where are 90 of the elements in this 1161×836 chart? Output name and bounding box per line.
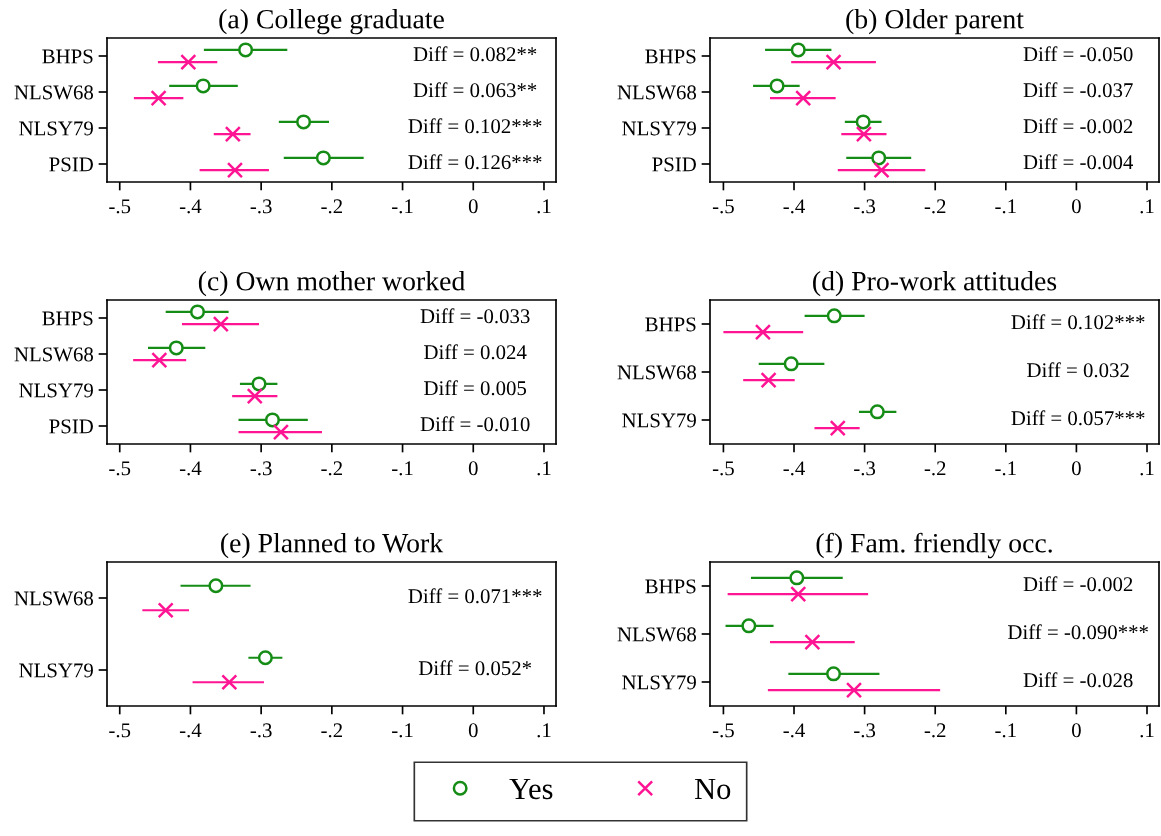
annotation: Diff = 0.102*** [1011,314,1145,330]
annotation: Diff = 0.126*** [408,154,542,170]
x-tick-label: .1 [537,461,551,476]
legend-label: Yes [509,778,553,800]
chart-title: (d) Pro-work attitudes [813,271,1057,297]
x-tick-label: .1 [1140,461,1154,476]
x-tick-label: -.5 [712,723,734,738]
annotation: Diff = 0.071*** [408,588,542,604]
annotation: Diff = 0.063** [413,82,537,98]
x-tick-label: 0 [468,199,478,214]
x-tick-label: -.5 [109,461,131,476]
y-tick-label: NLSW68 [617,627,697,642]
x-tick-label: 0 [1071,461,1081,476]
annotation: Diff = -0.002 [1023,118,1133,134]
chart-title: (b) Older parent [846,9,1024,35]
x-tick-label: -.5 [712,199,734,214]
y-tick-label: NLSY79 [19,121,93,136]
x-tick-label: -.1 [995,461,1016,476]
x-tick-label: -.1 [995,723,1016,738]
x-tick-label: -.2 [321,723,342,738]
x-tick-label: -.4 [783,199,805,214]
x-tick-label: -.3 [854,723,876,738]
y-tick-label: NLSW68 [14,591,94,606]
x-tick-label: -.5 [109,723,131,738]
y-tick-label: PSID [49,419,93,434]
x-tick-label: 0 [468,723,478,738]
y-tick-label: NLSW68 [14,85,94,100]
y-tick-label: NLSY79 [622,413,696,428]
y-tick-label: BHPS [42,311,93,326]
annotation: Diff = -0.050 [1023,46,1133,62]
chart-title: (e) Planned to Work [221,533,444,559]
x-tick-label: -.3 [250,461,272,476]
x-tick-label: -.1 [392,199,413,214]
y-tick-label: BHPS [645,49,696,64]
annotation: Diff = -0.033 [420,308,530,324]
annotation: Diff = 0.005 [424,380,527,396]
annotation: Diff = 0.102*** [408,118,542,134]
y-tick-label: BHPS [645,317,696,332]
annotation: Diff = -0.002 [1023,576,1133,592]
x-tick-label: -.2 [924,199,946,214]
x-tick-label: -.3 [250,723,272,738]
x-tick-label: 0 [1071,723,1081,738]
y-tick-label: PSID [49,157,93,172]
x-tick-label: -.1 [995,199,1016,214]
y-tick-label: NLSY79 [622,675,696,690]
chart-title: (c) Own mother worked [198,271,465,297]
x-tick-label: -.1 [392,461,413,476]
x-tick-label: -.2 [321,199,342,214]
y-tick-label: NLSW68 [14,347,94,362]
x-tick-label: .1 [537,199,551,214]
x-tick-label: .1 [537,723,551,738]
x-tick-label: -.3 [854,461,876,476]
y-tick-label: NLSY79 [19,663,93,678]
annotation: Diff = -0.010 [420,416,530,432]
y-tick-label: NLSW68 [617,85,697,100]
annotation: Diff = 0.024 [424,344,527,360]
chart-title: (f) Fam. friendly occ. [816,532,1052,559]
x-tick-label: -.2 [924,461,946,476]
y-tick-label: PSID [652,157,696,172]
x-tick-label: 0 [468,461,478,476]
annotation: Diff = -0.090*** [1007,624,1148,640]
x-tick-label: -.5 [712,461,734,476]
y-tick-label: BHPS [42,49,93,64]
y-tick-label: BHPS [645,579,696,594]
y-tick-label: NLSY79 [19,383,93,398]
x-tick-label: -.4 [179,199,202,214]
x-tick-label: -.3 [250,199,272,214]
x-tick-label: -.4 [783,461,805,476]
x-tick-label: 0 [1071,199,1081,214]
annotation: Diff = 0.057*** [1011,410,1145,426]
annotation: Diff = -0.004 [1023,154,1134,170]
x-tick-label: -.2 [321,461,342,476]
annotation: Diff = 0.082** [413,46,537,62]
x-tick-label: .1 [1140,199,1154,214]
legend-label: No [694,778,731,800]
x-tick-label: -.4 [783,723,805,738]
annotation: Diff = -0.028 [1023,672,1133,688]
annotation: Diff = -0.037 [1023,82,1133,98]
x-tick-label: -.4 [179,723,202,738]
chart-title: (a) College graduate [219,9,444,35]
x-tick-label: -.5 [109,199,131,214]
annotation: Diff = 0.032 [1027,362,1129,378]
x-tick-label: -.1 [392,723,413,738]
annotation: Diff = 0.052* [418,660,532,676]
x-tick-label: -.3 [854,199,876,214]
x-tick-label: -.2 [924,723,946,738]
x-tick-label: -.4 [179,461,202,476]
y-tick-label: NLSY79 [622,121,696,136]
y-tick-label: NLSW68 [617,365,697,380]
x-tick-label: .1 [1140,723,1154,738]
